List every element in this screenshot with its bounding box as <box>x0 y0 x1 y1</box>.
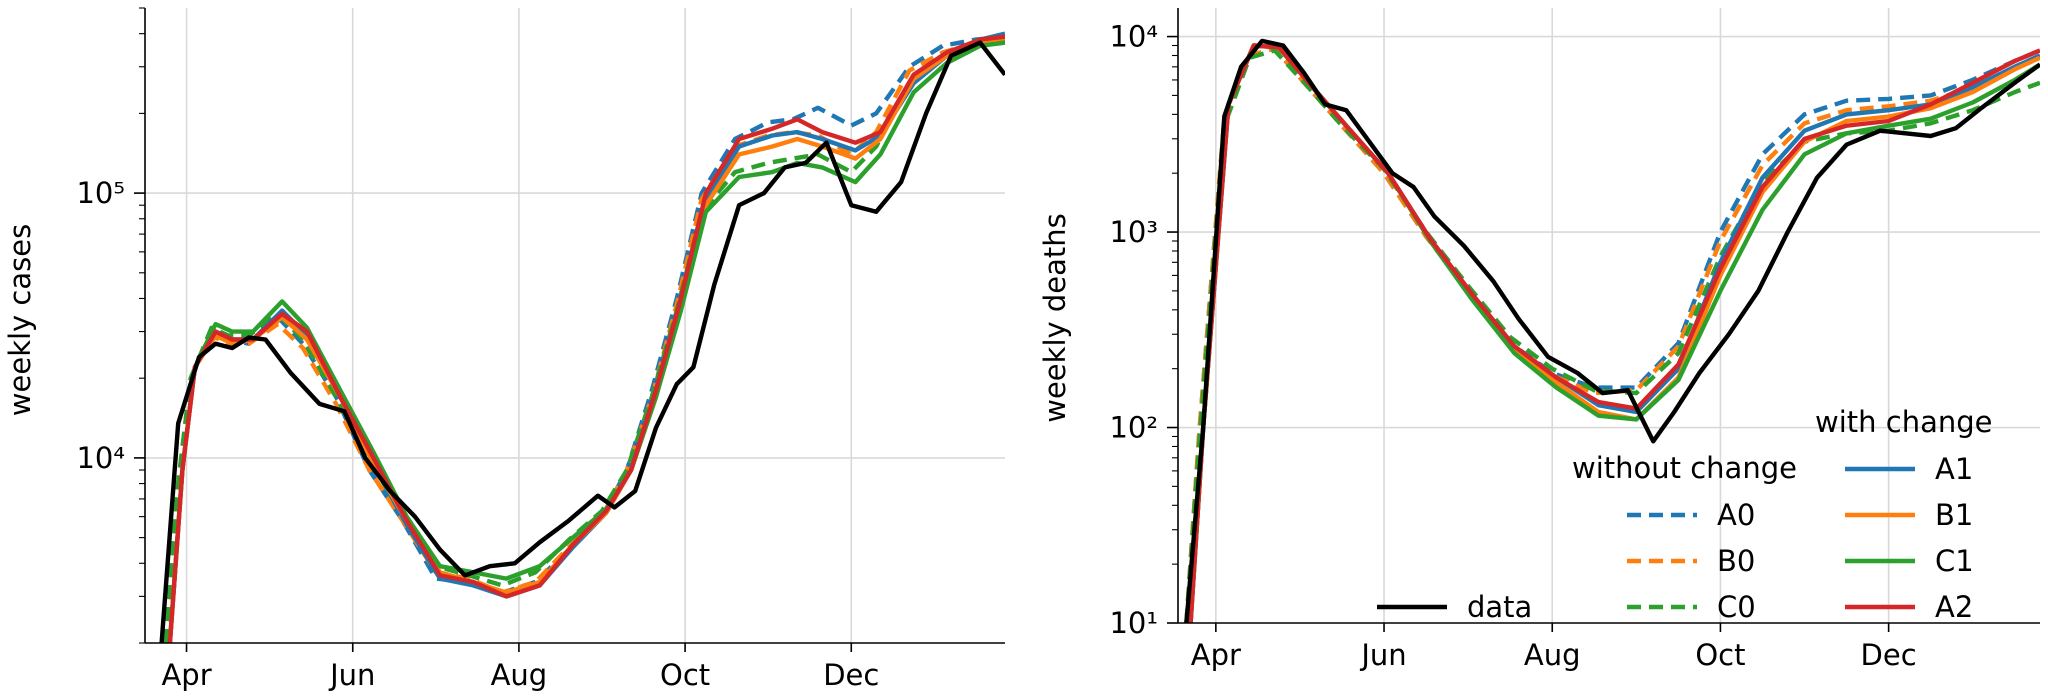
deaths-axes: Apr Jun Aug Oct Dec 10¹ 10² 10³ 10⁴ <box>1109 8 2040 672</box>
deaths-x-tick-label-aug: Aug <box>1524 638 1581 672</box>
deaths-series-b0 <box>1184 46 2040 623</box>
legend-label-a2: A2 <box>1935 590 1973 624</box>
deaths-y-tick-label-1: 10² <box>1109 411 1158 445</box>
cases-y-axis-label: weekly cases <box>3 224 37 416</box>
cases-x-tick-label-aug: Aug <box>491 658 548 692</box>
legend-label-c1: C1 <box>1935 544 1974 578</box>
deaths-x-tick-label-apr: Apr <box>1191 638 1241 672</box>
deaths-grid <box>1178 8 2040 623</box>
legend-label-a1: A1 <box>1935 452 1973 486</box>
deaths-x-tick-label-oct: Oct <box>1695 638 1745 672</box>
deaths-y-tick-label-3: 10⁴ <box>1109 20 1158 54</box>
deaths-y-tick-label-2: 10³ <box>1109 215 1158 249</box>
deaths-y-axis-label: weekly deaths <box>1038 213 1072 423</box>
deaths-x-tick-label-dec: Dec <box>1861 638 1917 672</box>
deaths-y-tick-label-0: 10¹ <box>1109 606 1158 640</box>
deaths-series-c0 <box>1184 48 2040 623</box>
cases-y-tick-label-0: 10⁴ <box>76 441 125 475</box>
deaths-series <box>1184 38 2040 623</box>
cases-x-tick-label-oct: Oct <box>660 658 710 692</box>
cases-x-tick-label-apr: Apr <box>161 658 211 692</box>
legend-title-without-change: without change <box>1572 451 1797 485</box>
deaths-series-a2 <box>1188 43 2040 623</box>
legend-label-b0: B0 <box>1717 544 1755 578</box>
cases-series-data <box>159 40 1005 643</box>
legend-label-b1: B1 <box>1935 498 1973 532</box>
cases-y-tick-label-1: 10⁵ <box>76 176 125 210</box>
legend-label-c0: C0 <box>1717 590 1756 624</box>
cases-x-tick-label-dec: Dec <box>823 658 879 692</box>
legend-label-a0: A0 <box>1717 498 1755 532</box>
deaths-series-data <box>1184 38 2040 623</box>
legend: with change without change A0 B0 C0 A1 B… <box>1377 405 1992 624</box>
deaths-x-tick-label-jun: Jun <box>1359 638 1406 672</box>
cases-series-c1 <box>167 40 1005 643</box>
legend-label-data: data <box>1467 590 1532 624</box>
cases-chart: Apr Jun Aug Oct Dec 10⁴ 10⁵ weekly cases <box>3 7 1005 692</box>
deaths-chart: Apr Jun Aug Oct Dec 10¹ 10² 10³ 10⁴ weekly death… <box>1038 8 2040 672</box>
cases-grid <box>145 8 1005 643</box>
cases-axes: Apr Jun Aug Oct Dec 10⁴ 10⁵ <box>76 7 1005 692</box>
legend-title-with-change: with change <box>1815 405 1992 439</box>
cases-x-tick-label-jun: Jun <box>328 658 375 692</box>
cases-series <box>159 31 1005 643</box>
